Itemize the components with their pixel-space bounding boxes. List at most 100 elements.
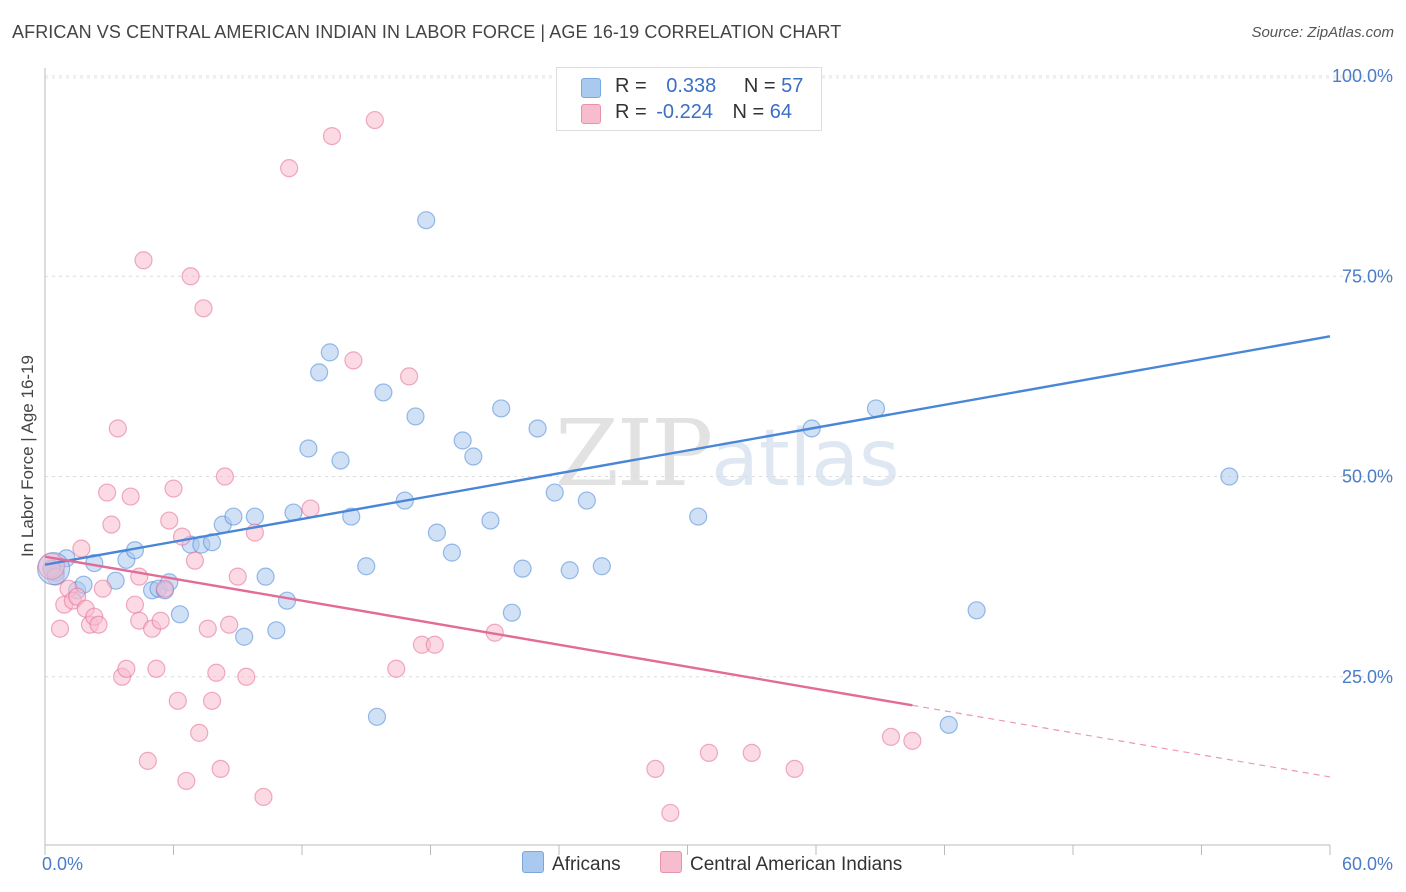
point-africans <box>256 567 275 586</box>
point-africans <box>464 447 483 466</box>
point-central-american-indians <box>387 659 406 678</box>
point-africans <box>417 211 436 230</box>
point-central-american-indians <box>108 419 127 438</box>
point-central-american-indians <box>699 743 719 762</box>
point-central-american-indians <box>202 691 222 710</box>
point-central-american-indians <box>785 759 804 779</box>
point-africans <box>331 451 350 470</box>
point-central-american-indians <box>198 619 217 638</box>
point-central-american-indians <box>215 467 234 486</box>
point-central-american-indians <box>194 299 213 318</box>
point-central-american-indians <box>89 615 108 634</box>
point-central-american-indians <box>147 659 166 678</box>
legend-swatch-central-american-indians <box>581 104 601 124</box>
y-tick-label: 50.0% <box>1342 467 1393 487</box>
point-africans <box>277 591 297 610</box>
point-central-american-indians <box>177 771 196 791</box>
legend-r-value: 0.338 <box>666 75 717 97</box>
point-central-american-indians <box>181 267 200 286</box>
point-africans <box>235 627 254 646</box>
point-central-american-indians <box>98 483 117 502</box>
legend-r-label: R = <box>615 75 647 97</box>
point-africans <box>224 507 243 526</box>
point-africans <box>267 621 286 640</box>
source-label: Source: ZipAtlas.com <box>1251 24 1394 41</box>
point-africans <box>442 543 462 562</box>
y-tick-label: 100.0% <box>1332 66 1393 86</box>
point-central-american-indians <box>344 351 363 370</box>
point-africans <box>310 363 329 382</box>
point-central-american-indians <box>742 743 761 762</box>
y-axis-label: In Labor Force | Age 16-19 <box>18 355 37 557</box>
trend-line-central-american-indians <box>44 555 913 707</box>
legend-n-value: 57 <box>781 75 804 97</box>
legend-r-label: R = <box>615 101 647 123</box>
point-central-american-indians <box>134 251 153 270</box>
legend-n-label: N = <box>743 75 776 97</box>
bottom-legend-swatch-africans <box>522 851 544 873</box>
legend-r-value: -0.224 <box>656 101 713 123</box>
bottom-legend-label-africans: Africans <box>552 854 621 875</box>
point-central-american-indians <box>237 667 256 686</box>
watermark-zip: ZIP <box>555 400 713 507</box>
point-africans <box>299 439 318 458</box>
point-central-american-indians <box>155 579 175 598</box>
point-africans <box>453 431 472 450</box>
point-africans <box>357 557 376 576</box>
point-africans <box>939 715 958 734</box>
point-central-american-indians <box>125 595 145 614</box>
point-central-american-indians <box>190 723 209 742</box>
point-central-american-indians <box>280 159 299 178</box>
point-central-american-indians <box>254 787 273 807</box>
x-tick-label: 0.0% <box>42 854 83 874</box>
point-africans <box>592 557 611 576</box>
point-africans <box>528 419 547 438</box>
point-africans <box>342 507 361 526</box>
point-africans <box>406 407 425 426</box>
chart-title: AFRICAN VS CENTRAL AMERICAN INDIAN IN LA… <box>12 22 842 42</box>
trend-line-central-american-indians-extension <box>912 704 1331 778</box>
point-central-american-indians <box>425 635 444 654</box>
trend-line-africans <box>44 335 1331 566</box>
point-central-american-indians <box>50 619 70 638</box>
bottom-legend-label-central-american-indians: Central American Indians <box>690 854 903 875</box>
point-africans <box>492 399 511 418</box>
point-central-american-indians <box>72 539 91 558</box>
point-africans <box>577 491 596 510</box>
bottom-legend-central-american-indians: Central American Indians <box>660 851 902 876</box>
point-central-american-indians <box>322 126 342 146</box>
point-africans <box>202 533 222 552</box>
point-central-american-indians <box>130 611 149 630</box>
point-africans <box>374 383 393 402</box>
point-central-american-indians <box>399 367 419 386</box>
point-central-american-indians <box>185 551 205 570</box>
point-africans <box>245 507 264 526</box>
point-central-american-indians <box>301 499 320 518</box>
point-africans <box>320 343 339 362</box>
point-africans <box>106 571 125 590</box>
point-africans <box>560 561 579 580</box>
point-central-american-indians <box>881 727 901 746</box>
point-central-american-indians <box>207 663 226 682</box>
point-central-american-indians <box>365 110 384 130</box>
point-central-american-indians <box>160 511 179 530</box>
point-central-american-indians <box>102 515 121 534</box>
bottom-legend-swatch-central-american-indians <box>660 851 682 873</box>
legend-n-label: N = <box>732 101 765 123</box>
point-africans <box>866 399 886 418</box>
point-central-american-indians <box>121 487 140 506</box>
legend-n-value: 64 <box>769 101 793 123</box>
point-africans <box>545 483 564 502</box>
point-central-american-indians <box>646 759 665 779</box>
point-central-american-indians <box>117 659 136 678</box>
point-central-american-indians <box>220 615 239 634</box>
point-africans <box>367 707 387 726</box>
point-central-american-indians <box>903 731 922 750</box>
y-tick-label: 75.0% <box>1342 266 1393 286</box>
point-central-american-indians <box>661 803 680 823</box>
point-central-american-indians <box>211 759 230 779</box>
point-central-american-indians <box>93 579 112 598</box>
point-africans <box>481 511 500 530</box>
point-africans <box>170 605 190 624</box>
point-central-american-indians <box>228 567 247 586</box>
